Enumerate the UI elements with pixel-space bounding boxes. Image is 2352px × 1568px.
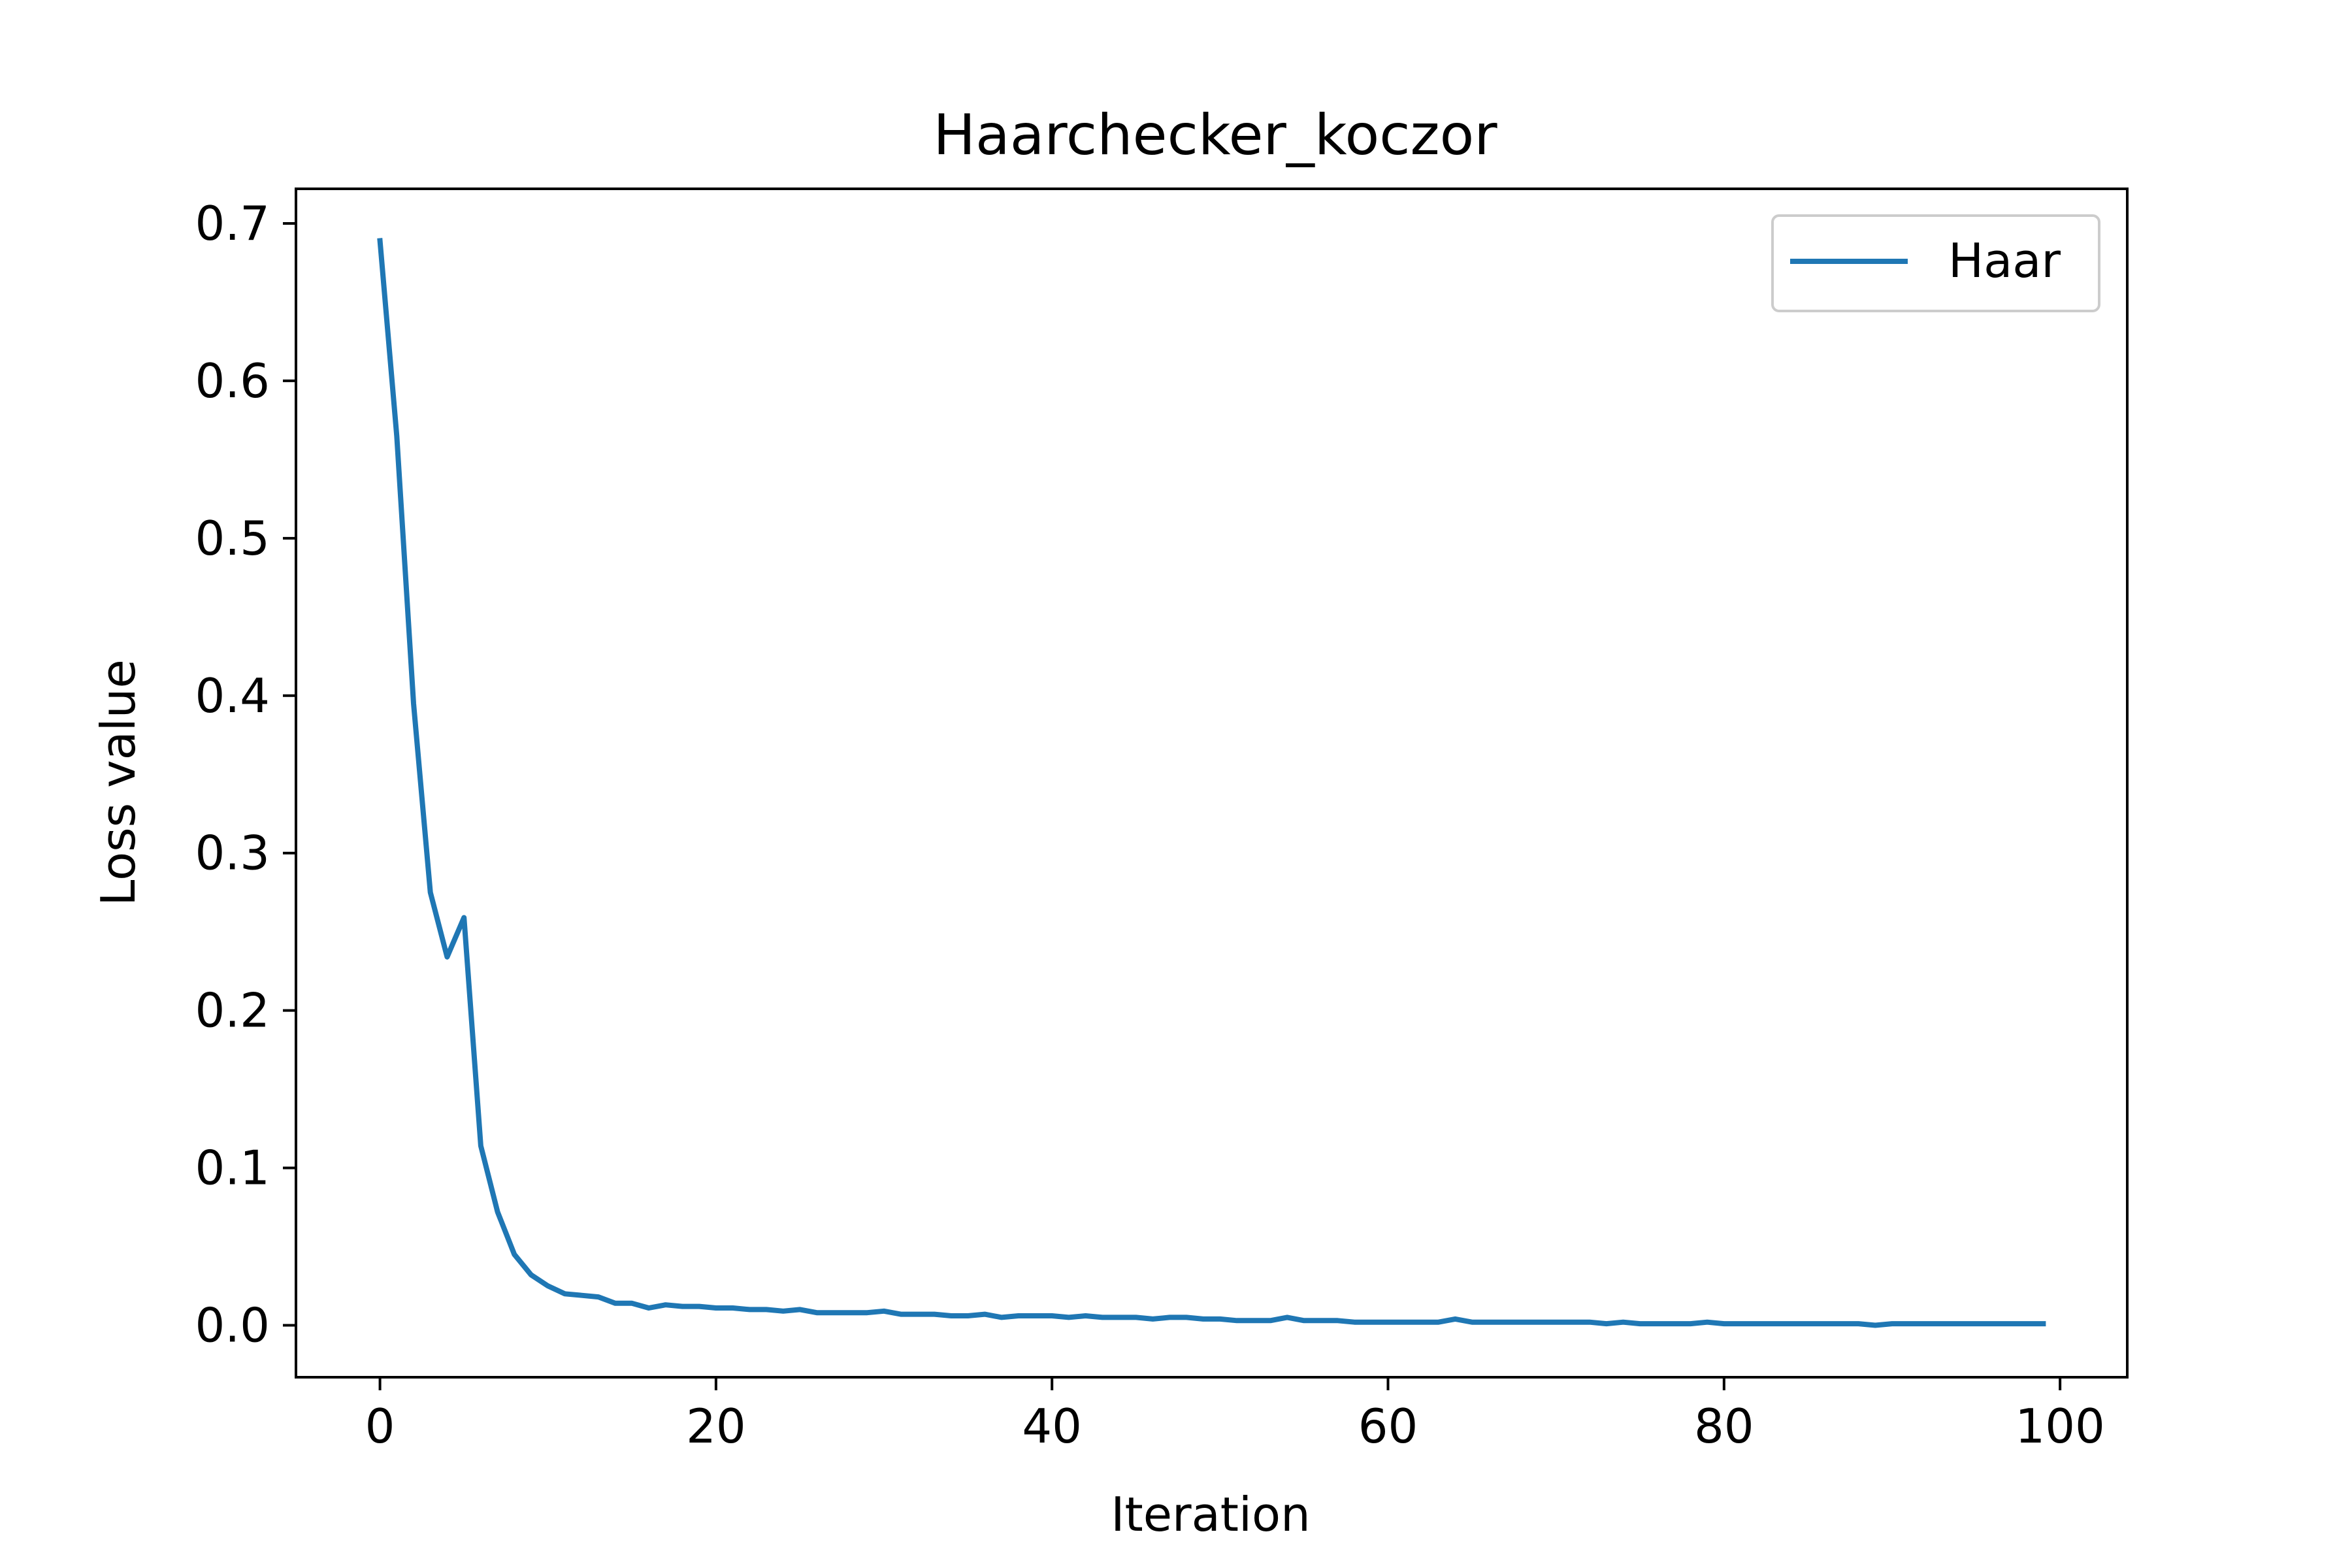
x-tick-label: 100 bbox=[2015, 1399, 2104, 1454]
y-tick-label: 0.0 bbox=[195, 1298, 270, 1352]
x-tick-label: 20 bbox=[686, 1399, 746, 1454]
y-tick-label: 0.7 bbox=[195, 196, 270, 251]
legend-box bbox=[1771, 214, 2100, 312]
y-tick-label: 0.1 bbox=[195, 1141, 270, 1196]
y-tick-label: 0.2 bbox=[195, 983, 270, 1038]
chart-title: Haarchecker_koczor bbox=[933, 103, 1497, 168]
y-axis-label: Loss value bbox=[91, 659, 146, 906]
x-tick-label: 60 bbox=[1358, 1399, 1418, 1454]
x-axis-ticks: 0 20 40 60 80 100 bbox=[365, 1377, 2105, 1454]
y-axis-ticks: 0.0 0.1 0.2 0.3 0.4 0.5 0.6 0.7 bbox=[195, 196, 296, 1352]
x-tick-label: 80 bbox=[1694, 1399, 1754, 1454]
axes-frame bbox=[295, 188, 2129, 1379]
plot-area bbox=[377, 238, 2046, 1328]
x-axis-label: Iteration bbox=[1111, 1487, 1310, 1542]
series-line-haar bbox=[377, 238, 2046, 1328]
y-tick-label: 0.3 bbox=[195, 826, 270, 881]
y-tick-label: 0.5 bbox=[195, 511, 270, 566]
y-tick-label: 0.6 bbox=[195, 353, 270, 408]
x-tick-label: 0 bbox=[365, 1399, 395, 1454]
legend: Haar bbox=[1771, 214, 2100, 312]
y-tick-label: 0.4 bbox=[195, 668, 270, 723]
x-tick-label: 40 bbox=[1022, 1399, 1082, 1454]
legend-label-haar: Haar bbox=[1948, 233, 2061, 288]
